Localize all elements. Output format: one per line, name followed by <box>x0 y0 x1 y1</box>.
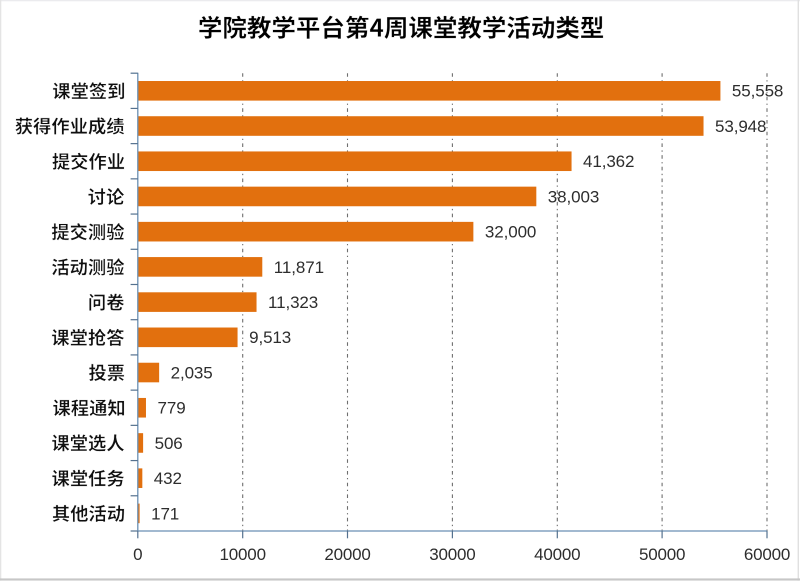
svg-text:50000: 50000 <box>639 545 685 564</box>
svg-text:0: 0 <box>133 545 142 564</box>
svg-text:432: 432 <box>154 469 182 488</box>
svg-text:9,513: 9,513 <box>249 328 291 347</box>
svg-text:40000: 40000 <box>534 545 580 564</box>
svg-text:171: 171 <box>151 504 179 523</box>
svg-text:53,948: 53,948 <box>715 117 766 136</box>
svg-text:41,362: 41,362 <box>583 152 634 171</box>
svg-text:779: 779 <box>158 399 186 418</box>
svg-text:55,558: 55,558 <box>732 82 783 101</box>
svg-text:11,323: 11,323 <box>268 293 318 312</box>
svg-text:20000: 20000 <box>324 545 370 564</box>
svg-text:30000: 30000 <box>429 545 475 564</box>
svg-text:38,003: 38,003 <box>548 187 599 206</box>
svg-text:506: 506 <box>155 434 183 453</box>
svg-text:32,000: 32,000 <box>485 223 536 242</box>
svg-text:11,871: 11,871 <box>274 258 324 277</box>
svg-text:2,035: 2,035 <box>171 363 213 382</box>
svg-text:60000: 60000 <box>744 545 790 564</box>
svg-text:10000: 10000 <box>220 545 266 564</box>
